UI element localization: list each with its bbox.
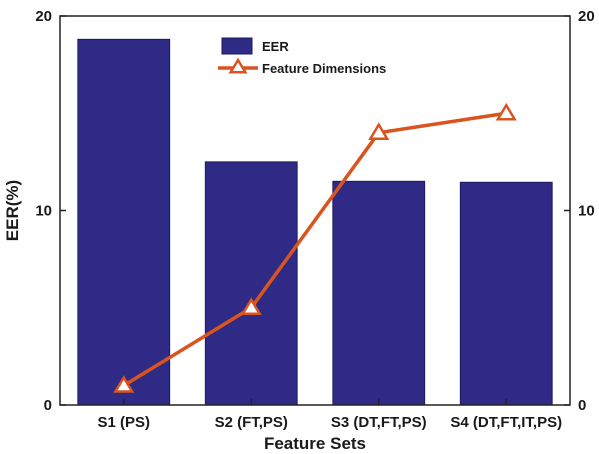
y-tick-label-right-0: 0 bbox=[578, 397, 586, 414]
point-3 bbox=[368, 122, 390, 140]
y-tick-label-right-1: 10 bbox=[578, 203, 595, 220]
x-axis-title: Feature Sets bbox=[264, 434, 366, 453]
y-tick-label-right-2: 20 bbox=[578, 8, 595, 25]
legend-swatch-eer bbox=[221, 37, 253, 55]
bar-1 bbox=[77, 38, 171, 406]
axes: 0 10 20 0 10 20 S1 (PS) S2 (FT,PS) S3 (DT,FT,PS)… bbox=[35, 8, 594, 431]
x-tick-label-2: S3 (DT,FT,PS) bbox=[331, 414, 427, 431]
y-tick-label-left-1: 10 bbox=[35, 203, 52, 220]
point-2 bbox=[240, 297, 262, 315]
x-tick-label-3: S4 (DT,FT,IT,PS) bbox=[450, 414, 562, 431]
bar-4 bbox=[459, 181, 553, 406]
line-series-feature-dimensions bbox=[113, 102, 517, 393]
x-tick-label-0: S1 (PS) bbox=[97, 414, 150, 431]
y-axis-title: EER(%) bbox=[3, 180, 22, 241]
point-4 bbox=[495, 102, 517, 121]
legend-marker-feature-dimensions bbox=[228, 57, 248, 74]
x-tick-label-1: S2 (FT,PS) bbox=[215, 414, 288, 431]
legend-label-feature-dimensions: Feature Dimensions bbox=[262, 61, 386, 76]
bar-series-eer bbox=[77, 38, 553, 406]
y-tick-label-left-2: 20 bbox=[35, 8, 52, 25]
bar-3 bbox=[332, 180, 426, 406]
point-1 bbox=[113, 375, 135, 393]
bar-2 bbox=[204, 161, 298, 406]
legend: EER Feature Dimensions bbox=[218, 37, 386, 76]
y-tick-label-left-0: 0 bbox=[44, 397, 52, 414]
feature-dimensions-line bbox=[122, 111, 507, 388]
legend-label-eer: EER bbox=[262, 39, 289, 54]
